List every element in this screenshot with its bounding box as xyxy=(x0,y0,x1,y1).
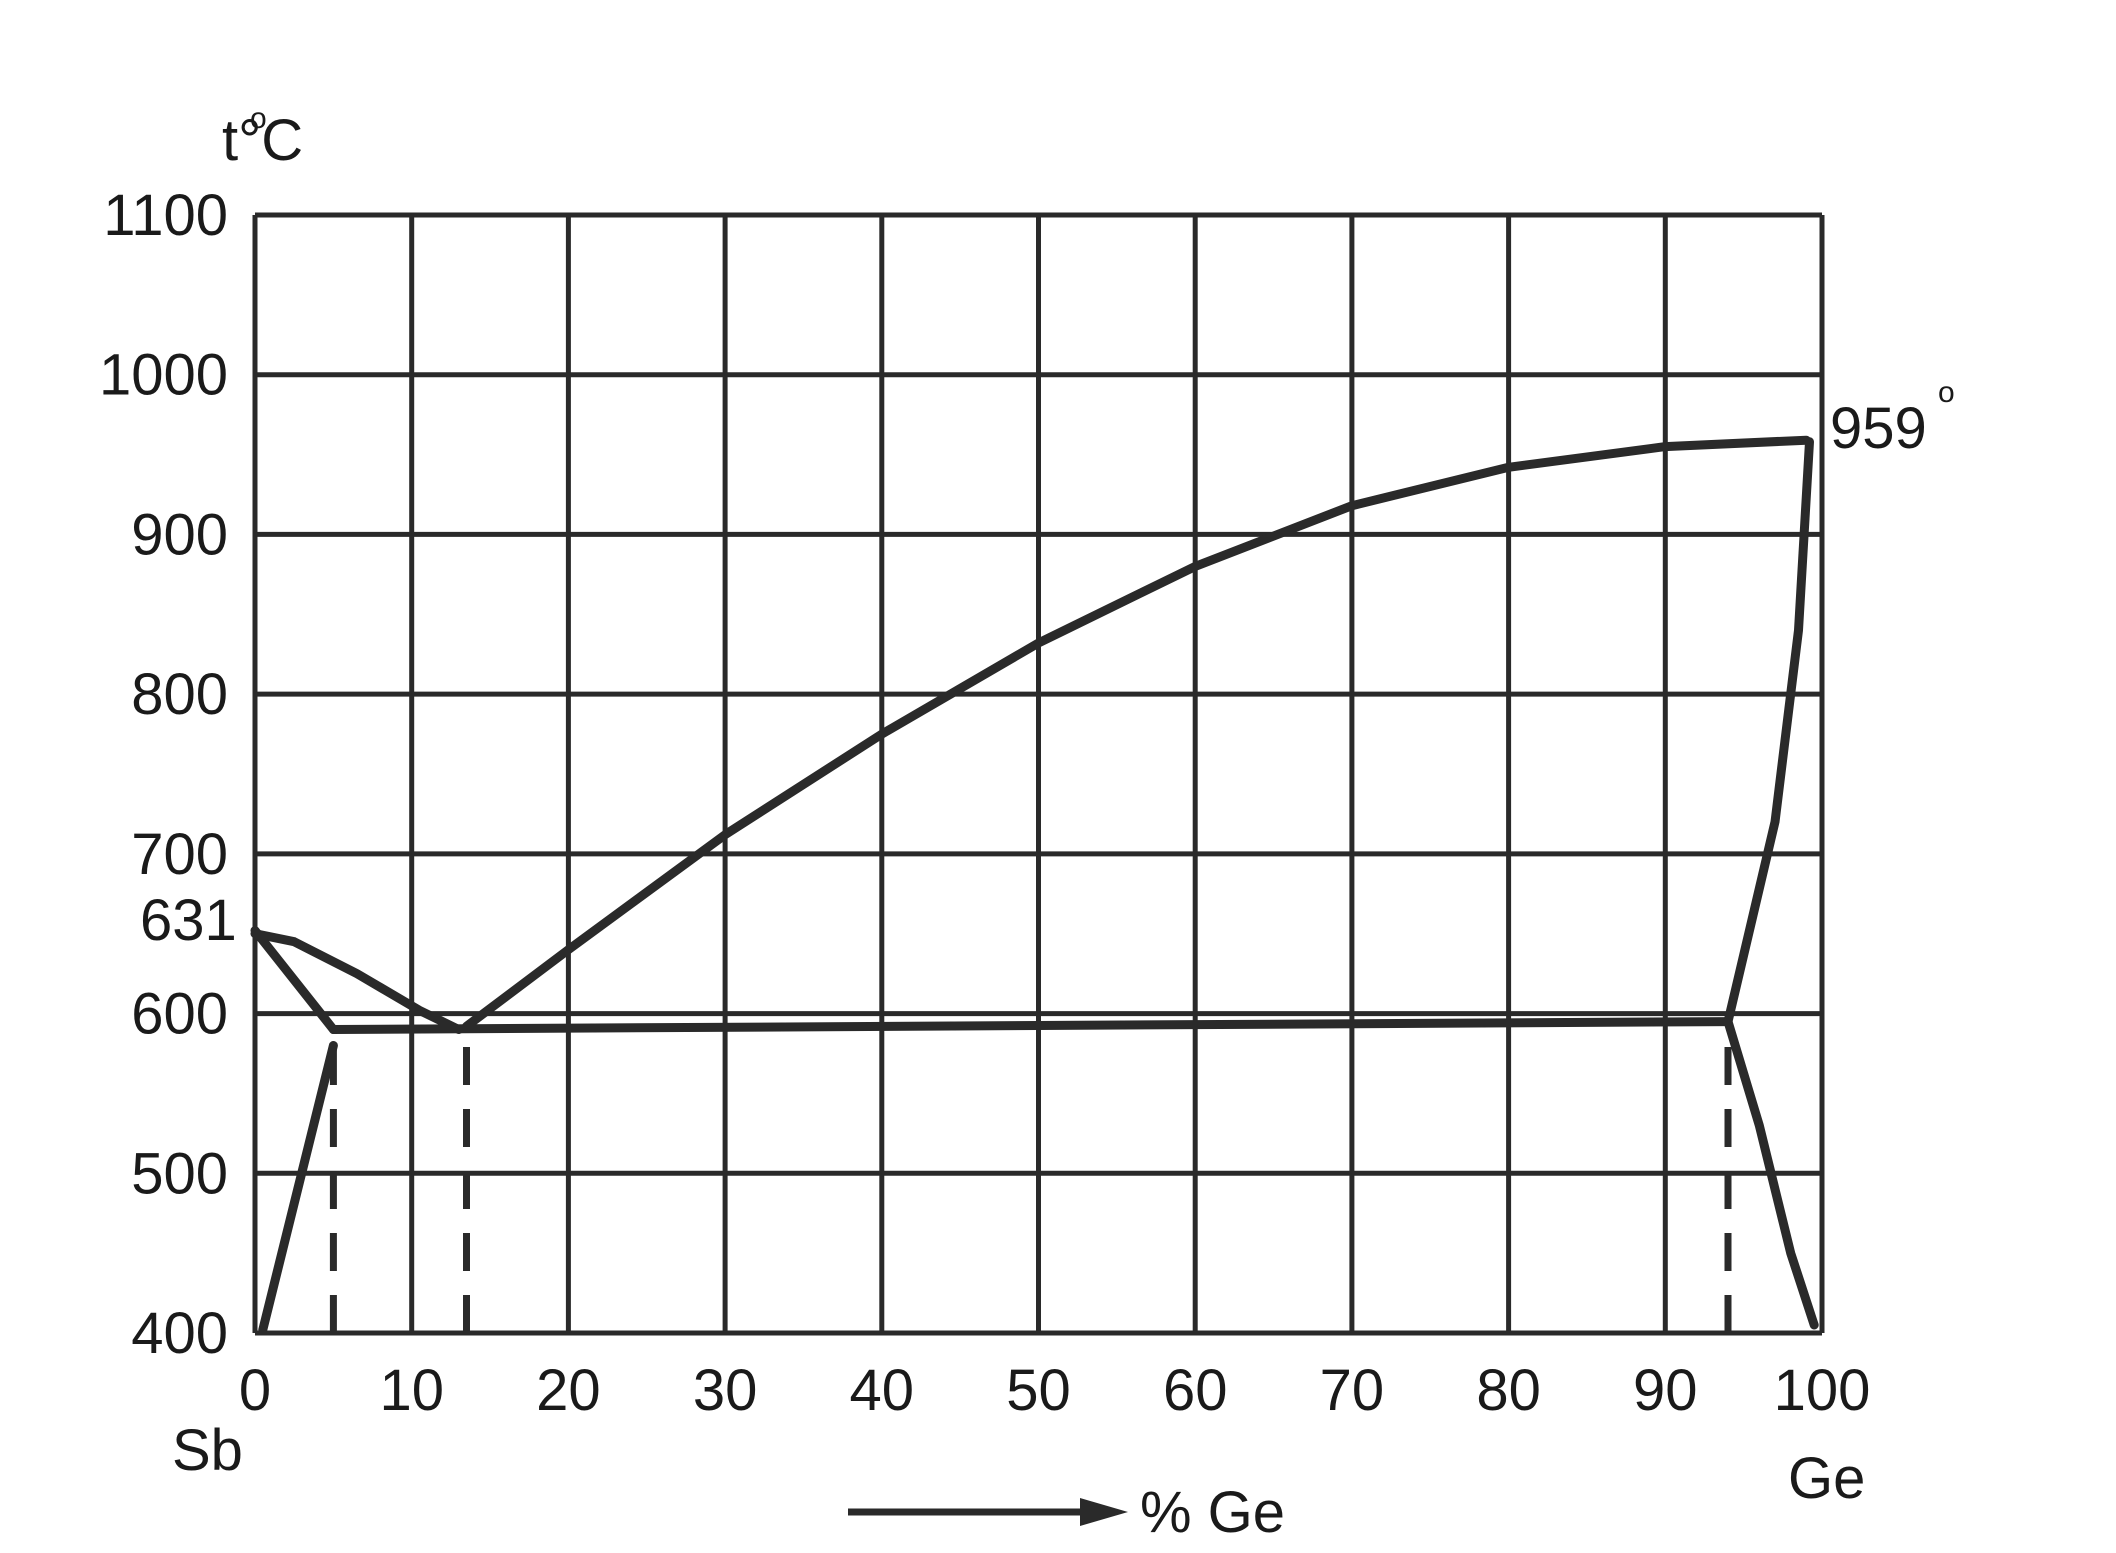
x-tick-80: 80 xyxy=(1476,1358,1541,1423)
annotation-959-degree: o xyxy=(1938,376,1955,409)
x-tick-60: 60 xyxy=(1163,1358,1228,1423)
solvus-sb xyxy=(258,1041,338,1335)
y-tick-400: 400 xyxy=(131,1301,228,1366)
component-label-sb: Sb xyxy=(172,1418,243,1483)
grid xyxy=(252,212,1825,1336)
annotation-959: 959 xyxy=(1830,396,1927,461)
y-tick-700: 700 xyxy=(131,822,228,887)
x-tick-70: 70 xyxy=(1320,1358,1385,1423)
y-tick-500: 500 xyxy=(131,1141,228,1206)
x-tick-50: 50 xyxy=(1006,1358,1071,1423)
x-axis-label: % Ge xyxy=(1140,1480,1285,1545)
y-tick-600: 600 xyxy=(131,982,228,1047)
x-tick-10: 10 xyxy=(379,1358,444,1423)
liquidus-ge-side xyxy=(462,435,1811,1031)
liquidus-sb-side xyxy=(250,929,464,1034)
x-tick-labels: 0 10 20 30 40 50 60 70 80 90 100 xyxy=(239,1358,1871,1423)
solidus-ge xyxy=(1723,437,1814,1027)
x-tick-30: 30 xyxy=(693,1358,758,1423)
annotation-631: 631 xyxy=(140,888,237,953)
component-label-ge: Ge xyxy=(1788,1446,1865,1511)
x-tick-100: 100 xyxy=(1774,1358,1871,1423)
y-axis-label-degree: o xyxy=(250,102,267,135)
solvus-ge xyxy=(1723,1017,1819,1330)
phase-curves xyxy=(250,435,1819,1335)
y-tick-900: 900 xyxy=(131,502,228,567)
y-tick-800: 800 xyxy=(131,662,228,727)
y-tick-labels: 400 500 600 700 800 900 1000 1100 xyxy=(99,183,228,1366)
x-tick-40: 40 xyxy=(850,1358,915,1423)
eutectic-line xyxy=(328,1017,1733,1034)
x-tick-20: 20 xyxy=(536,1358,601,1423)
solidus-sb xyxy=(250,926,338,1034)
composition-arrow xyxy=(848,1498,1128,1526)
y-axis-label: t°C xyxy=(222,108,303,173)
x-tick-90: 90 xyxy=(1633,1358,1698,1423)
y-tick-1100: 1100 xyxy=(103,183,228,248)
x-tick-0: 0 xyxy=(239,1358,271,1423)
y-tick-1000: 1000 xyxy=(99,343,228,408)
